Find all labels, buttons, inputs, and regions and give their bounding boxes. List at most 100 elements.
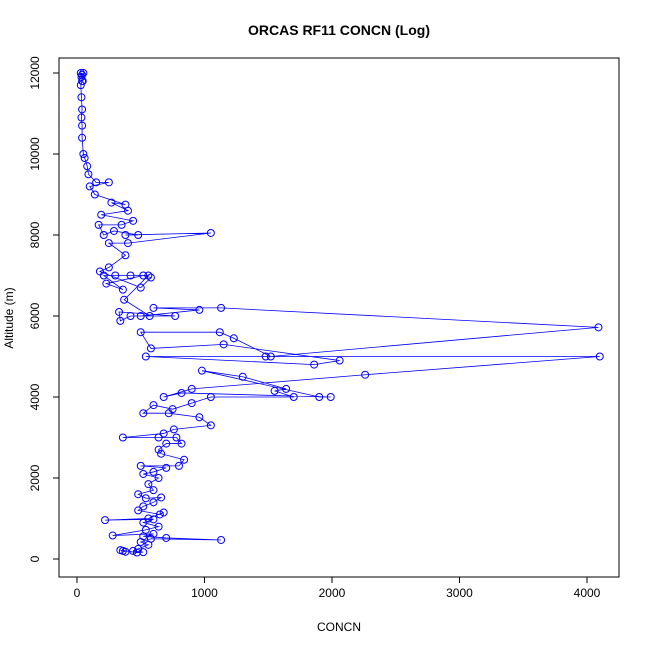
y-tick-label: 2000	[28, 464, 42, 491]
data-point	[117, 220, 126, 229]
data-point	[104, 263, 113, 272]
data-point	[149, 401, 158, 410]
data-point	[282, 384, 291, 393]
data-point	[149, 515, 158, 524]
data-point	[219, 340, 228, 349]
y-tick-label: 8000	[28, 221, 42, 248]
data-point	[123, 239, 132, 248]
data-point	[217, 303, 226, 312]
data-point	[129, 546, 138, 555]
x-tick-label: 3000	[446, 586, 473, 600]
data-point	[149, 467, 158, 476]
data-point	[134, 506, 143, 515]
data-point	[149, 498, 158, 507]
data-point	[139, 518, 148, 527]
data-point	[261, 352, 270, 361]
x-tick-label: 1000	[191, 586, 218, 600]
x-axis-label: CONCN	[317, 620, 361, 634]
data-point	[107, 198, 116, 207]
data-point	[104, 178, 113, 187]
data-point	[90, 190, 99, 199]
data-point	[172, 433, 181, 442]
data-point	[238, 372, 247, 381]
data-point	[141, 352, 150, 361]
data-point	[141, 525, 150, 534]
data-point	[111, 271, 120, 280]
data-point	[187, 399, 196, 408]
data-point	[177, 388, 186, 397]
data-point	[101, 516, 110, 525]
data-point	[162, 533, 171, 542]
data-point	[149, 486, 158, 495]
data-point	[187, 384, 196, 393]
data-point	[99, 230, 108, 239]
data-point	[84, 170, 93, 179]
data-point	[154, 433, 163, 442]
data-point	[154, 474, 163, 483]
data-point	[146, 344, 155, 353]
data-point	[159, 393, 168, 402]
data-point	[139, 502, 148, 511]
data-point	[206, 228, 215, 237]
y-tick-label: 4000	[28, 383, 42, 410]
data-point	[229, 334, 238, 343]
data-point	[144, 480, 153, 489]
data-point	[76, 68, 85, 77]
data-point	[141, 494, 150, 503]
data-point	[139, 409, 148, 418]
data-point	[149, 303, 158, 312]
data-point	[92, 178, 101, 187]
data-point	[171, 312, 180, 321]
data-point	[76, 81, 85, 90]
data-point	[121, 200, 130, 209]
data-point	[154, 445, 163, 454]
data-point	[315, 393, 324, 402]
data-point	[97, 210, 106, 219]
data-point	[177, 439, 186, 448]
data-point	[116, 316, 125, 325]
data-point	[169, 425, 178, 434]
data-point	[83, 162, 92, 171]
data-point	[139, 469, 148, 478]
data-point	[136, 328, 145, 337]
data-point	[126, 271, 135, 280]
data-point	[217, 535, 226, 544]
data-point	[136, 312, 145, 321]
data-point	[326, 393, 335, 402]
data-point	[134, 230, 143, 239]
data-point	[115, 307, 124, 316]
data-point	[139, 271, 148, 280]
y-axis-label: Altitude (m)	[2, 287, 16, 348]
data-point	[109, 226, 118, 235]
data-point	[195, 413, 204, 422]
data-point	[116, 546, 125, 555]
data-point	[78, 133, 87, 142]
y-tick-label: 6000	[28, 302, 42, 329]
data-point	[594, 323, 603, 332]
data-point	[157, 449, 166, 458]
data-line	[80, 72, 600, 553]
data-point	[197, 366, 206, 375]
data-point	[78, 105, 87, 114]
y-tick-label: 0	[28, 555, 42, 562]
data-point	[78, 121, 87, 130]
data-point	[154, 522, 163, 531]
data-point	[79, 149, 88, 158]
data-point	[79, 68, 88, 77]
data-point	[180, 455, 189, 464]
data-point	[77, 93, 86, 102]
data-point	[136, 283, 145, 292]
data-point	[162, 439, 171, 448]
y-tick-label: 10000	[28, 137, 42, 171]
data-point	[174, 461, 183, 470]
data-point	[94, 220, 103, 229]
data-point	[118, 433, 127, 442]
data-point	[310, 360, 319, 369]
data-point	[146, 273, 155, 282]
data-point	[149, 529, 158, 538]
data-point	[132, 548, 141, 557]
data-point	[162, 463, 171, 472]
data-point	[121, 230, 130, 239]
data-point	[120, 295, 129, 304]
data-point	[129, 216, 138, 225]
